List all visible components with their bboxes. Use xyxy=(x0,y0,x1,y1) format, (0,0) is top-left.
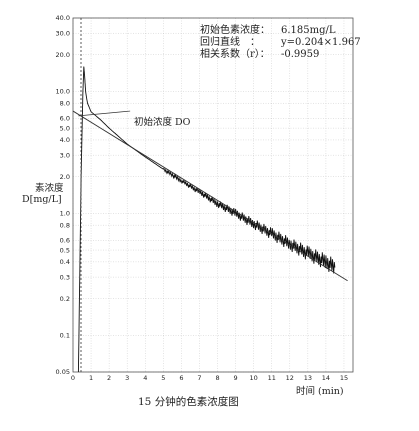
y-tick-label: 40.0 xyxy=(56,14,70,22)
y-tick-label: 5.0 xyxy=(60,124,70,132)
regression-line xyxy=(72,110,348,282)
y-tick-label: 0.8 xyxy=(60,221,70,229)
measured-series-line xyxy=(77,66,336,373)
plot-frame xyxy=(72,17,354,373)
chart-title: 15 分钟的色素浓度图 xyxy=(138,395,239,408)
x-tick-label: 11 xyxy=(268,374,276,382)
x-tick-label: 6 xyxy=(179,374,183,382)
y-tick-label: 2.0 xyxy=(60,173,70,181)
y-tick-label: 4.0 xyxy=(60,136,70,144)
grid xyxy=(72,17,353,373)
x-tick-label: 10 xyxy=(250,374,258,382)
x-tick-label: 7 xyxy=(197,374,201,382)
y-tick-label: 3.0 xyxy=(60,151,70,159)
x-tick-label: 2 xyxy=(107,374,111,382)
series-group xyxy=(72,66,348,373)
y-tick-label: 0.3 xyxy=(60,273,70,281)
y-tick-label: 0.4 xyxy=(60,258,70,266)
y-tick-label: 0.05 xyxy=(56,368,70,376)
info-line3-value: -0.9959 xyxy=(281,49,319,60)
annotation-leader xyxy=(78,110,131,117)
info-line1-label: 初始色素浓度： xyxy=(200,23,270,36)
y-tick-label: 10.0 xyxy=(56,88,70,96)
y-axis-label-line2: D[mg/L] xyxy=(22,194,62,205)
y-tick-label: 1.0 xyxy=(60,210,70,218)
y-tick-label: 30.0 xyxy=(56,29,70,37)
y-tick-label: 8.0 xyxy=(60,99,70,107)
y-axis-label-line1: 素浓度 xyxy=(35,182,64,194)
info-line1-value: 6.185mg/L xyxy=(281,25,336,36)
y-tick-label: 20.0 xyxy=(56,51,70,59)
y-tick-label: 0.5 xyxy=(60,246,70,254)
x-tick-label: 12 xyxy=(286,374,294,382)
info-line2-label: 回归直线 ： xyxy=(200,35,260,48)
info-box: 初始色素浓度： 6.185mg/L 回归直线 ： y=0.204×1.967 相… xyxy=(200,23,361,60)
y-tick-label: 6.0 xyxy=(60,115,70,123)
x-tick-label: 8 xyxy=(215,374,219,382)
info-line2-value: y=0.204×1.967 xyxy=(280,37,361,48)
y-tick-labels: 0.05 0.1 0.2 0.3 0.4 0.50.6 0.8 1.0 2.0 3.0 4.0 5.0… xyxy=(56,14,70,376)
x-tick-label: 4 xyxy=(143,374,147,382)
x-tick-label: 0 xyxy=(71,374,75,382)
y-tick-label: 0.1 xyxy=(60,331,70,339)
y-tick-label: 0.6 xyxy=(60,237,70,245)
y-tick-label: 0.2 xyxy=(60,295,70,303)
x-tick-label: 14 xyxy=(322,374,330,382)
x-tick-label: 3 xyxy=(125,374,129,382)
x-tick-label: 9 xyxy=(234,374,238,382)
x-tick-label: 5 xyxy=(161,374,165,382)
info-line3-label: 相关系数（r）： xyxy=(200,47,270,60)
x-tick-label: 1 xyxy=(89,374,93,382)
x-tick-label: 15 xyxy=(340,374,348,382)
x-tick-labels: 0 1 2 3 4 5 6 7 8 9 10 11 12 13 14 15 xyxy=(71,374,348,382)
annotation-label: 初始浓度 DO xyxy=(134,116,191,128)
x-axis-label: 时间 (min) xyxy=(296,385,344,397)
x-tick-label: 13 xyxy=(304,374,312,382)
